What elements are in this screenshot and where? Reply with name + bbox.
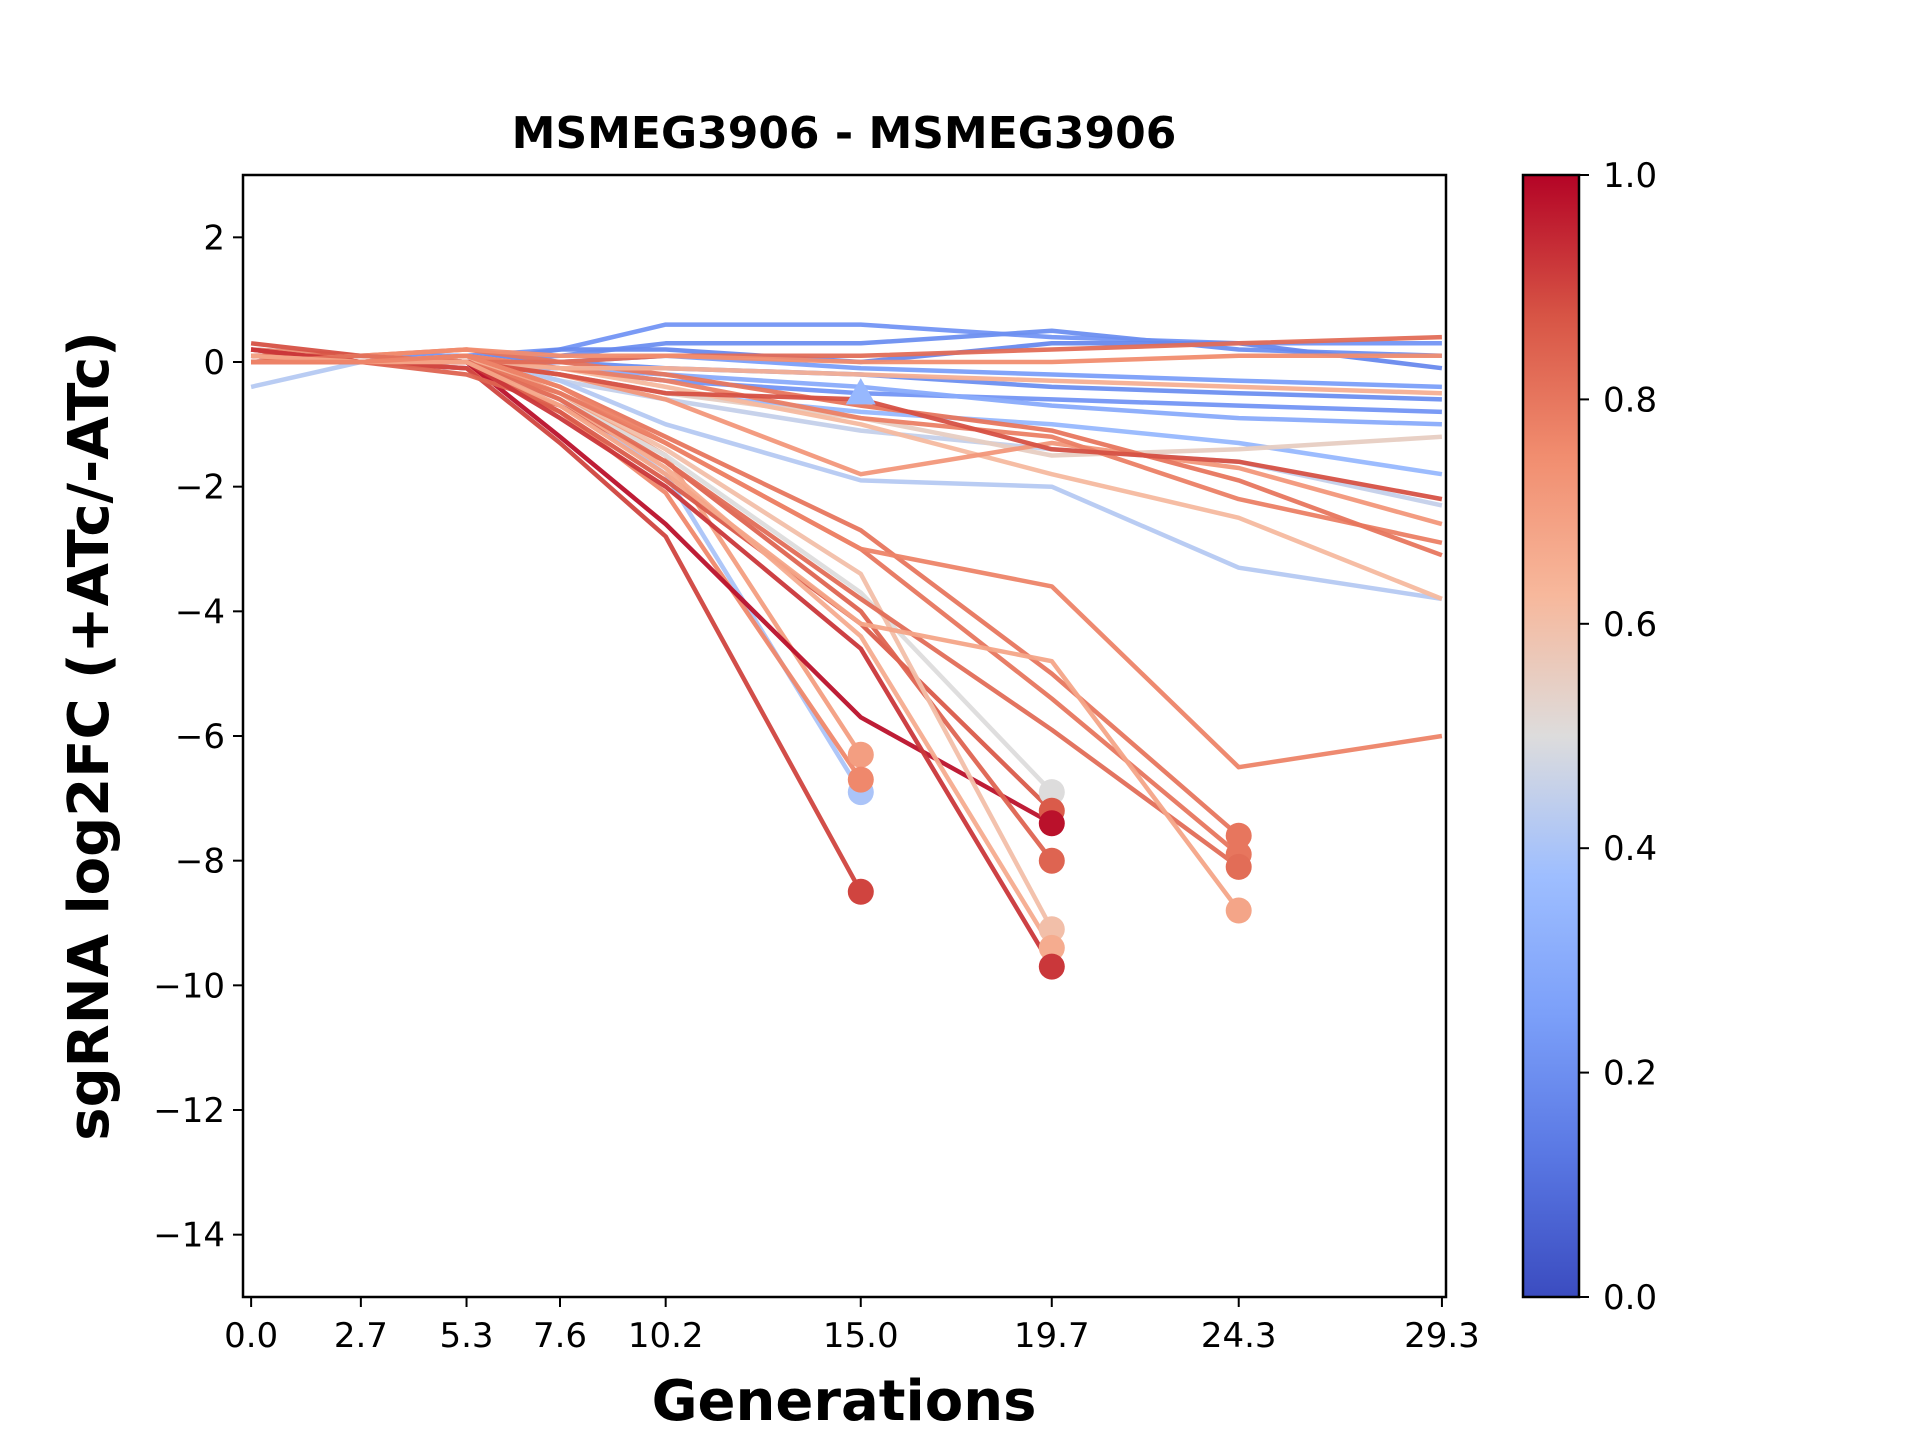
x-tick-label: 29.3 (1404, 1316, 1480, 1356)
series-end-point (1038, 916, 1065, 943)
chart-title: MSMEG3906 - MSMEG3906 (512, 108, 1177, 159)
x-tick-label: 0.0 (224, 1316, 278, 1356)
x-tick-label: 19.7 (1014, 1316, 1090, 1356)
colorbar-tick-label: 0.4 (1603, 829, 1657, 869)
x-tick-label: 5.3 (439, 1316, 493, 1356)
y-tick-label: −14 (153, 1216, 225, 1256)
colorbar-tick-label: 0.6 (1603, 605, 1657, 645)
series-end-point (847, 741, 874, 768)
y-axis: 2 0 −2 −4 −6 −8 −10 −12 −14 (153, 218, 243, 1256)
colorbar-tick-label: 0.8 (1603, 380, 1657, 420)
series-end-point (1225, 897, 1252, 924)
series-end-point (847, 878, 874, 905)
series-end-point (847, 766, 874, 793)
x-tick-label: 24.3 (1201, 1316, 1277, 1356)
x-tick-label: 2.7 (334, 1316, 388, 1356)
x-tick-label: 15.0 (823, 1316, 899, 1356)
y-tick-label: −6 (175, 717, 225, 757)
x-tick-label: 10.2 (628, 1316, 704, 1356)
colorbar-axis: 0.0 0.2 0.4 0.6 0.8 1.0 (1579, 156, 1657, 1318)
series-line (250, 353, 1443, 508)
colorbar-tick-label: 0.2 (1603, 1054, 1657, 1094)
series-line (250, 353, 1241, 869)
y-tick-label: 0 (203, 343, 225, 383)
series-end-point (1038, 810, 1065, 837)
x-axis: 0.0 2.7 5.3 7.6 10.2 15.0 19.7 24.3 29.3 (224, 1297, 1480, 1356)
series-end-point (1038, 953, 1065, 980)
x-axis-label: Generations (652, 1369, 1037, 1434)
plot-markers (845, 378, 1252, 980)
series-line (251, 353, 1443, 770)
y-tick-label: −4 (175, 592, 225, 632)
y-tick-label: −2 (175, 468, 225, 508)
plot-area (250, 322, 1443, 968)
series-end-point (1225, 853, 1252, 880)
y-axis-label: sgRNA log2FC (+ATc/-ATc) (57, 331, 122, 1141)
y-tick-label: −10 (153, 966, 225, 1006)
colorbar-tick-label: 0.0 (1603, 1278, 1657, 1318)
colorbar (1521, 173, 1581, 1299)
series-end-point (1225, 822, 1252, 849)
series-end-point (1038, 847, 1065, 874)
y-tick-label: −8 (175, 842, 225, 882)
series-end-point (1038, 779, 1065, 806)
triangle-marker (845, 378, 876, 405)
series-line (250, 347, 1442, 365)
y-tick-label: −12 (153, 1091, 225, 1131)
colorbar-tick-label: 1.0 (1603, 156, 1657, 196)
series-end-point (1038, 934, 1065, 961)
x-tick-label: 7.6 (533, 1316, 587, 1356)
series-line (251, 353, 1054, 794)
y-tick-label: 2 (203, 218, 225, 258)
